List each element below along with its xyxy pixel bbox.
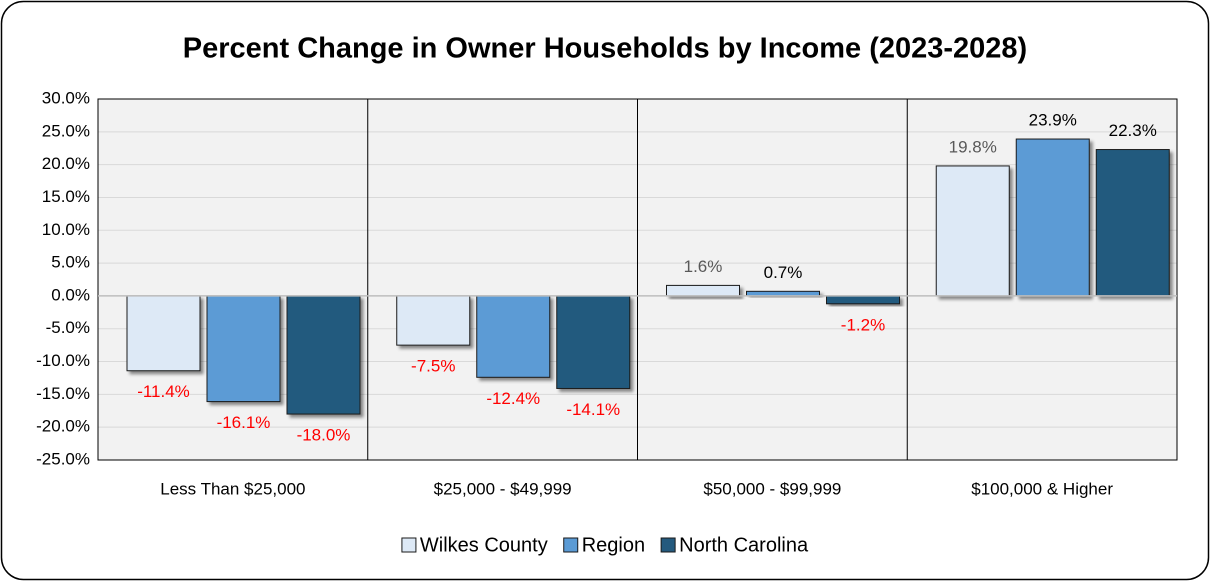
y-tick-label: 5.0% (51, 253, 90, 272)
legend-label: Wilkes County (420, 534, 548, 556)
bar (476, 295, 551, 378)
bar (1095, 149, 1170, 297)
bar (396, 295, 471, 346)
data-label: -12.4% (486, 389, 540, 408)
bar (556, 295, 631, 389)
y-tick-label: -5.0% (46, 318, 90, 337)
x-tick-label: Less Than $25,000 (160, 479, 305, 498)
legend-swatch (660, 537, 676, 553)
y-tick-label: -10.0% (36, 351, 90, 370)
data-label: 19.8% (949, 137, 997, 156)
data-label: -7.5% (411, 357, 455, 376)
x-tick-label: $100,000 & Higher (971, 479, 1113, 498)
data-label: -16.1% (217, 413, 271, 432)
data-label: 22.3% (1109, 121, 1157, 140)
legend-label: Region (582, 534, 645, 556)
y-tick-label: -20.0% (36, 417, 90, 436)
bar (826, 295, 900, 305)
data-label: 23.9% (1029, 111, 1077, 130)
y-tick-label: -25.0% (36, 449, 90, 468)
data-label: 1.6% (684, 257, 723, 276)
bar (206, 295, 281, 403)
legend-label: North Carolina (679, 534, 809, 556)
y-tick-label: 10.0% (42, 220, 90, 239)
data-label: -11.4% (137, 382, 190, 401)
y-tick-label: 20.0% (42, 154, 90, 173)
bar (286, 295, 361, 415)
data-label: 0.7% (764, 263, 803, 282)
bar (126, 295, 201, 372)
y-tick-label: 25.0% (42, 121, 90, 140)
data-label: -1.2% (841, 315, 885, 334)
bar (1015, 138, 1090, 297)
legend-swatch (401, 537, 417, 553)
x-tick-label: $25,000 - $49,999 (434, 479, 572, 498)
legend-swatch (563, 537, 579, 553)
y-tick-label: -15.0% (36, 384, 90, 403)
data-label: -14.1% (566, 400, 620, 419)
x-tick-label: $50,000 - $99,999 (703, 479, 841, 498)
y-tick-label: 15.0% (42, 187, 90, 206)
chart-title: Percent Change in Owner Households by In… (183, 33, 1027, 65)
y-tick-label: 30.0% (42, 88, 90, 107)
bar (666, 284, 740, 297)
data-label: -18.0% (297, 426, 351, 445)
y-tick-label: 0.0% (51, 285, 90, 304)
bar (935, 165, 1010, 297)
